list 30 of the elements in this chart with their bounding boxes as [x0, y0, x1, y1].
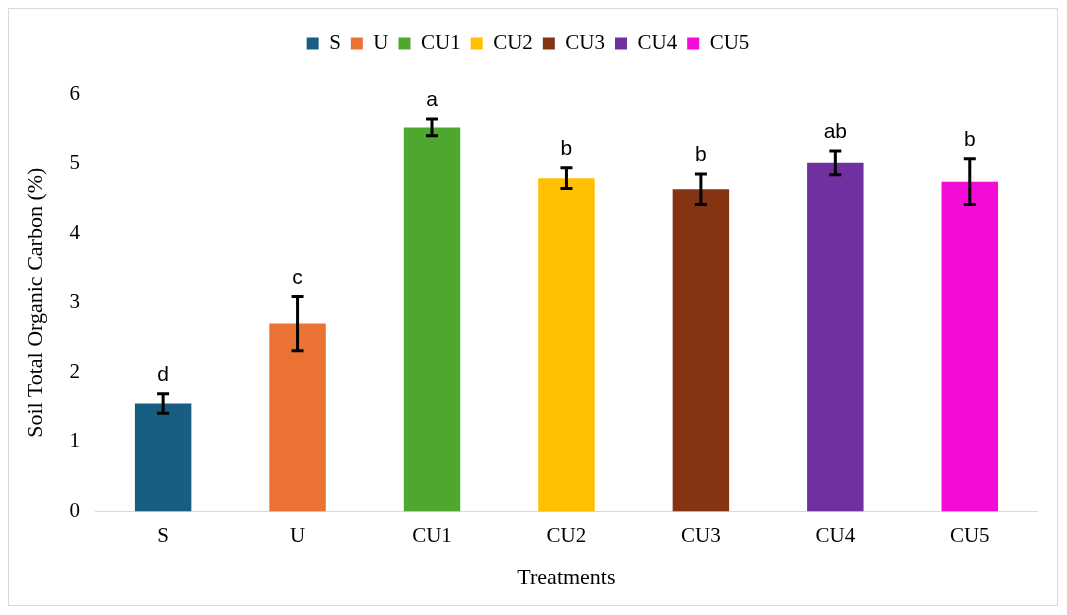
annotation: b: [963, 126, 976, 150]
annotation: b: [695, 142, 707, 166]
y-tick-label: 3: [69, 289, 80, 314]
y-tick-label: 6: [69, 80, 80, 105]
x-tick-label: CU3: [681, 522, 721, 547]
x-tick-label: U: [289, 522, 306, 547]
legend-label: S: [329, 30, 341, 55]
y-tick-label: 1: [69, 428, 80, 453]
y-tick-label: 0: [69, 497, 80, 522]
x-tick-label: CU4: [815, 522, 856, 547]
x-tick-label: CU5: [949, 522, 990, 547]
y-tick-label: 2: [69, 358, 80, 383]
legend-label: CU4: [637, 30, 678, 55]
legend-label: CU5: [709, 30, 750, 55]
annotation: d: [157, 362, 169, 386]
annotation: c: [292, 264, 303, 288]
x-tick-label: CU2: [546, 522, 587, 547]
y-tick-label: 5: [69, 150, 80, 175]
annotation: b: [560, 136, 573, 160]
x-tick-label: CU1: [412, 522, 452, 547]
legend-label: CU3: [565, 30, 606, 55]
annotation: a: [426, 87, 439, 111]
legend-label: U: [373, 30, 389, 55]
legend-label: CU2: [493, 30, 533, 55]
legend-label: CU1: [420, 30, 461, 55]
annotation: ab: [823, 119, 848, 143]
y-tick-label: 4: [69, 219, 81, 244]
y-axis-title: Soil Total Organic Carbon (%): [21, 167, 47, 438]
x-tick-label: S: [157, 522, 169, 547]
x-axis-title: Treatments: [517, 563, 616, 589]
